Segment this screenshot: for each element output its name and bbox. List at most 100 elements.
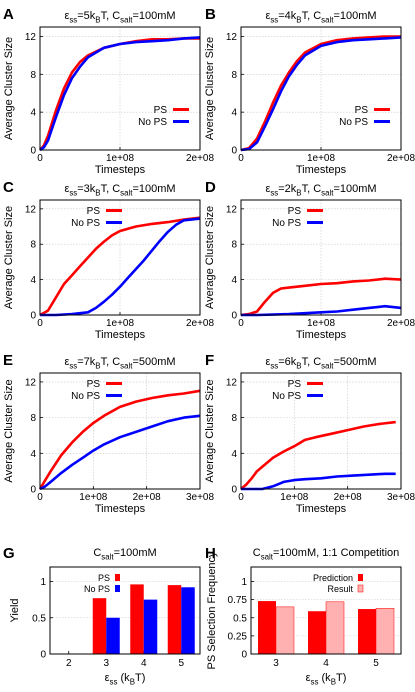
tick-label-y: 4 (30, 108, 36, 119)
tick-label-x: 1e+08 (106, 318, 135, 329)
tick-label-y: 0.5 (32, 613, 46, 624)
tick-label-y: 1 (241, 577, 247, 588)
series-line-ps (240, 277, 402, 317)
legend-swatch (115, 574, 120, 581)
tick-label-y: 0.75 (228, 595, 248, 606)
x-axis-label: Timesteps (296, 503, 347, 515)
text-run: =100mM (132, 10, 175, 22)
legend-label: PS (98, 573, 110, 583)
y-axis-label: PS Selection Frequency (206, 551, 218, 670)
text-run: ε (105, 672, 110, 684)
x-axis-label: Timesteps (95, 164, 146, 176)
tick-label-y: 4 (231, 275, 237, 286)
tick-label-x: 3 (273, 658, 279, 669)
tick-label-y: 0 (30, 311, 36, 322)
legend-label: No PS (84, 584, 110, 594)
subscript-text: ss (69, 188, 77, 197)
x-axis-label: Timesteps (296, 164, 347, 176)
subscript-text: salt (101, 552, 114, 561)
chart-title: εss=5kBT, Csalt=100mM (64, 10, 175, 24)
text-run: T, C (302, 10, 322, 22)
tick-label-y: 0 (231, 311, 237, 322)
y-axis-label: Average Cluster Size (3, 37, 15, 140)
legend-label: PS (87, 206, 101, 217)
chart-title: εss=4kBT, Csalt=100mM (265, 10, 376, 24)
tick-label-y: 8 (231, 413, 237, 424)
tick-label-x: 0 (238, 153, 244, 164)
tick-label-y: 4 (30, 275, 36, 286)
text-run: =500mM (132, 356, 175, 368)
x-axis-label: Timesteps (296, 329, 347, 341)
chart-title: εss=7kBT, Csalt=500mM (64, 356, 175, 370)
legend-label: No PS (71, 218, 100, 229)
legend-label: PS (288, 379, 302, 390)
plot-frame (39, 26, 201, 151)
legend-label: Result (327, 584, 353, 594)
tick-label-y: 8 (30, 70, 36, 81)
bar-ps (92, 598, 107, 654)
subscript-text: ss (270, 15, 278, 24)
tick-label-y: 0 (231, 146, 237, 157)
subscript-text: salt (321, 361, 334, 370)
bar-result (275, 606, 295, 655)
tick-label-x: 3e+08 (387, 492, 415, 503)
y-axis-label: Average Cluster Size (3, 206, 15, 309)
subscript-text: B (331, 677, 336, 686)
text-run: =4k (278, 10, 297, 22)
tick-label-x: 2e+08 (387, 318, 415, 329)
x-axis-label: Timesteps (95, 329, 146, 341)
tick-label-y: 4 (231, 449, 237, 460)
bar-ps (130, 584, 144, 654)
panel-label: D (205, 179, 216, 196)
tick-label-y: 0 (30, 485, 36, 496)
subscript-text: B (95, 15, 100, 24)
tick-label-y: 0 (231, 485, 237, 496)
y-axis-label: Average Cluster Size (204, 206, 216, 309)
tick-label-y: 12 (25, 204, 37, 215)
text-run: =5k (77, 10, 96, 22)
tick-label-x: 4 (141, 658, 147, 669)
legend-label: No PS (272, 391, 301, 402)
legend-swatch (358, 574, 363, 581)
series-line-ps (240, 420, 396, 490)
chart-title: εss=2kBT, Csalt=100mM (265, 183, 376, 197)
subscript-text: salt (321, 15, 334, 24)
bar-result (325, 601, 345, 655)
plot-frame (240, 26, 402, 151)
tick-label-y: 1 (40, 577, 46, 588)
tick-label-x: 1e+08 (307, 318, 336, 329)
text-run: =100mM (333, 10, 376, 22)
tick-label-x: 2 (66, 658, 72, 669)
tick-label-y: 12 (226, 32, 238, 43)
tick-label-x: 1e+08 (307, 153, 336, 164)
tick-label-x: 1e+08 (79, 492, 108, 503)
plot-frame (240, 372, 402, 490)
chart-title: εss=3kBT, Csalt=100mM (64, 183, 175, 197)
text-run: =500mM (333, 356, 376, 368)
text-run: =100mM (333, 183, 376, 195)
bar-prediction (308, 611, 326, 654)
x-axis-label: εss (kBT) (105, 672, 146, 686)
panel-label: H (205, 545, 216, 562)
plot-frame (49, 566, 201, 655)
subscript-text: ss (110, 677, 118, 686)
text-run: ε (306, 672, 311, 684)
legend-swatch (115, 585, 120, 592)
text-run: T, C (101, 183, 121, 195)
plot-frame (250, 566, 402, 655)
tick-label-x: 4 (323, 658, 329, 669)
legend-label: PS (87, 379, 101, 390)
tick-label-y: 0 (30, 146, 36, 157)
text-run: T, C (302, 356, 322, 368)
tick-label-y: 8 (30, 240, 36, 251)
text-run: =100mM, 1:1 Competition (273, 547, 399, 559)
panel-label: E (3, 352, 13, 369)
series-line-no-ps (39, 414, 201, 491)
subscript-text: B (130, 677, 135, 686)
tick-label-x: 5 (178, 658, 184, 669)
subscript-text: ss (311, 677, 319, 686)
tick-label-y: 12 (25, 377, 37, 388)
y-axis-label: Yield (9, 598, 21, 622)
subscript-text: ss (270, 188, 278, 197)
